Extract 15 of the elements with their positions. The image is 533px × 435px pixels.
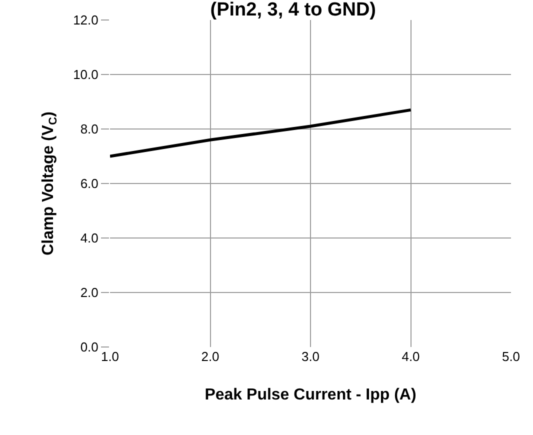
x-tick-label: 2.0 [201, 349, 220, 364]
y-tick-label: 2.0 [80, 285, 98, 300]
y-tick-label: 6.0 [80, 176, 98, 192]
x-axis-title: Peak Pulse Current - Ipp (A) [204, 386, 416, 404]
x-tick-label: 1.0 [100, 349, 120, 364]
y-tick-label: 8.0 [80, 122, 98, 137]
line-series [110, 108, 412, 158]
x-tick-label: 3.0 [301, 349, 320, 364]
x-tick-label: 5.0 [502, 349, 520, 364]
chart-title: (Pin2, 3, 4 to GND) [210, 0, 376, 20]
y-tick-label: 12.0 [73, 12, 98, 28]
y-tick-label: 0.0 [80, 340, 98, 355]
y-tick-label: 10.0 [73, 67, 98, 82]
y-tick-label: 4.0 [80, 230, 98, 246]
x-tick-label: 4.0 [402, 349, 420, 364]
